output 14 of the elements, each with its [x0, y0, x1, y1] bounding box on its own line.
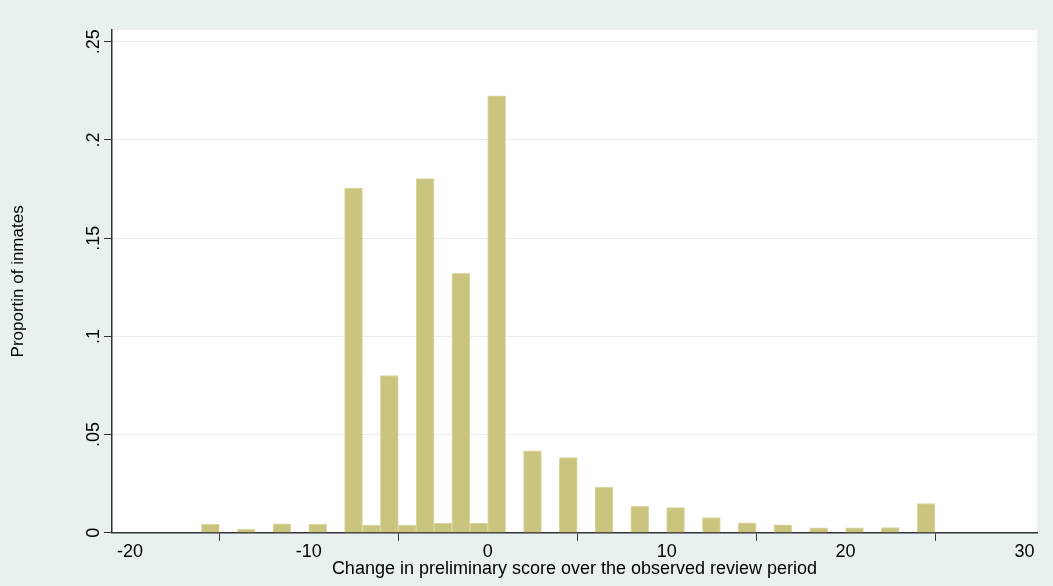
x-tick-label: 30 [1014, 540, 1035, 561]
x-tick-label: 10 [656, 540, 677, 561]
y-tick-label: .1 [82, 328, 103, 344]
x-axis-title: Change in preliminary score over the observed review period [331, 558, 818, 579]
y-tick-label: .2 [82, 132, 103, 148]
x-tick-label: 20 [835, 540, 856, 561]
x-tick-label: -10 [295, 540, 322, 561]
x-tick-label: -20 [116, 540, 143, 561]
y-tick-label: .25 [82, 29, 103, 55]
y-tick-label: .05 [82, 422, 103, 448]
y-tick-label: 0 [82, 527, 103, 538]
x-tick-label: 0 [482, 540, 493, 561]
y-tick-label: .15 [82, 225, 103, 251]
y-axis-title: Proportin of inmates [7, 205, 27, 358]
